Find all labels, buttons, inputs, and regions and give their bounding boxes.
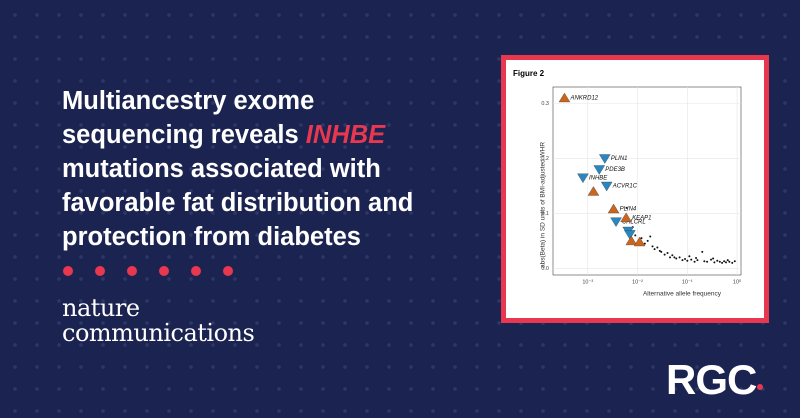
point-label: KEAP1 [632,215,651,221]
point [593,165,606,175]
figure-title: Figure 2 [513,69,545,78]
point [693,260,696,263]
point [658,249,661,252]
point [651,245,654,248]
journal-line: communications [62,319,255,347]
gene-name: INHBE [305,121,386,149]
x-axis-label: Alternative allele frequency [643,291,722,298]
journal-line: nature [62,294,140,322]
point [634,234,637,237]
headline-line: protection from diabetes [62,223,361,251]
plot-area [552,86,742,276]
headline-text: sequencing reveals [62,121,306,149]
point [684,258,687,261]
dot-row [63,266,233,276]
decor-dot [159,266,169,276]
figure: Figure 2 Alternative allele frequency ab… [501,55,769,323]
point [625,235,638,246]
point [688,255,691,258]
point [721,261,724,264]
point [686,259,689,262]
point [675,257,678,260]
point-label: CALCRL [622,219,646,225]
point [723,260,726,263]
point-label: PLIN1 [611,156,628,162]
headline: Multiancestry exome sequencing reveals I… [62,84,413,254]
point [681,259,684,262]
point-label: PLIN4 [620,207,637,213]
point [660,250,663,253]
point-label: PDE3B [605,167,625,173]
point [713,261,716,264]
point [695,256,698,259]
point [701,250,704,253]
decor-dot [95,266,105,276]
point [607,203,620,214]
headline-line: Multiancestry exome [62,87,315,115]
x-tick-label: 10⁻¹ [682,279,693,285]
y-tick-label: 0.3 [541,101,549,107]
point [718,260,721,263]
decor-dot [191,266,201,276]
headline-line: favorable fat distribution and [62,189,414,217]
point [646,239,649,242]
point-label: INHBE [589,175,608,181]
y-tick-label: 0.2 [541,156,549,162]
point [587,186,600,196]
y-tick-label: 0.1 [541,211,549,217]
y-tick-label: 0.0 [541,266,549,272]
x-tick-label: 10⁻² [632,279,643,285]
point [577,173,589,183]
point [725,261,728,264]
decor-dot [63,266,73,276]
x-tick-label: 10⁻³ [582,279,593,285]
headline-line: sequencing reveals INHBE [62,118,413,152]
point [678,256,681,259]
point [712,257,715,260]
point [728,260,731,263]
point [633,236,646,247]
journal: nature communications [62,294,255,347]
point [671,254,674,257]
point-label: ACVR1C [612,184,638,190]
point [669,256,672,259]
point [696,259,699,262]
point-label: ANKRD12 [569,96,598,102]
point [653,248,656,251]
point [600,181,613,192]
point [703,260,706,263]
point [706,260,709,263]
point [731,261,734,264]
point [716,259,719,262]
decor-dot [223,266,233,276]
point [643,242,646,245]
point [656,246,659,249]
point [710,258,713,261]
point [610,217,622,227]
point [733,260,736,263]
point [673,256,676,259]
point [624,230,636,240]
point [663,253,666,256]
point [690,258,693,261]
y-axis-label: abs(Beta) in SD units of BMI-adjusted WH… [540,142,547,268]
point [666,252,669,255]
point [558,92,571,103]
point [649,235,652,238]
point [620,212,632,222]
headline-line: mutations associated with [62,155,381,183]
point [625,206,628,209]
point [726,259,729,262]
point [640,237,643,240]
logo: RGC [666,356,764,403]
decor-dot [127,266,137,276]
point [599,154,611,164]
x-tick-label: 10⁰ [733,278,742,285]
